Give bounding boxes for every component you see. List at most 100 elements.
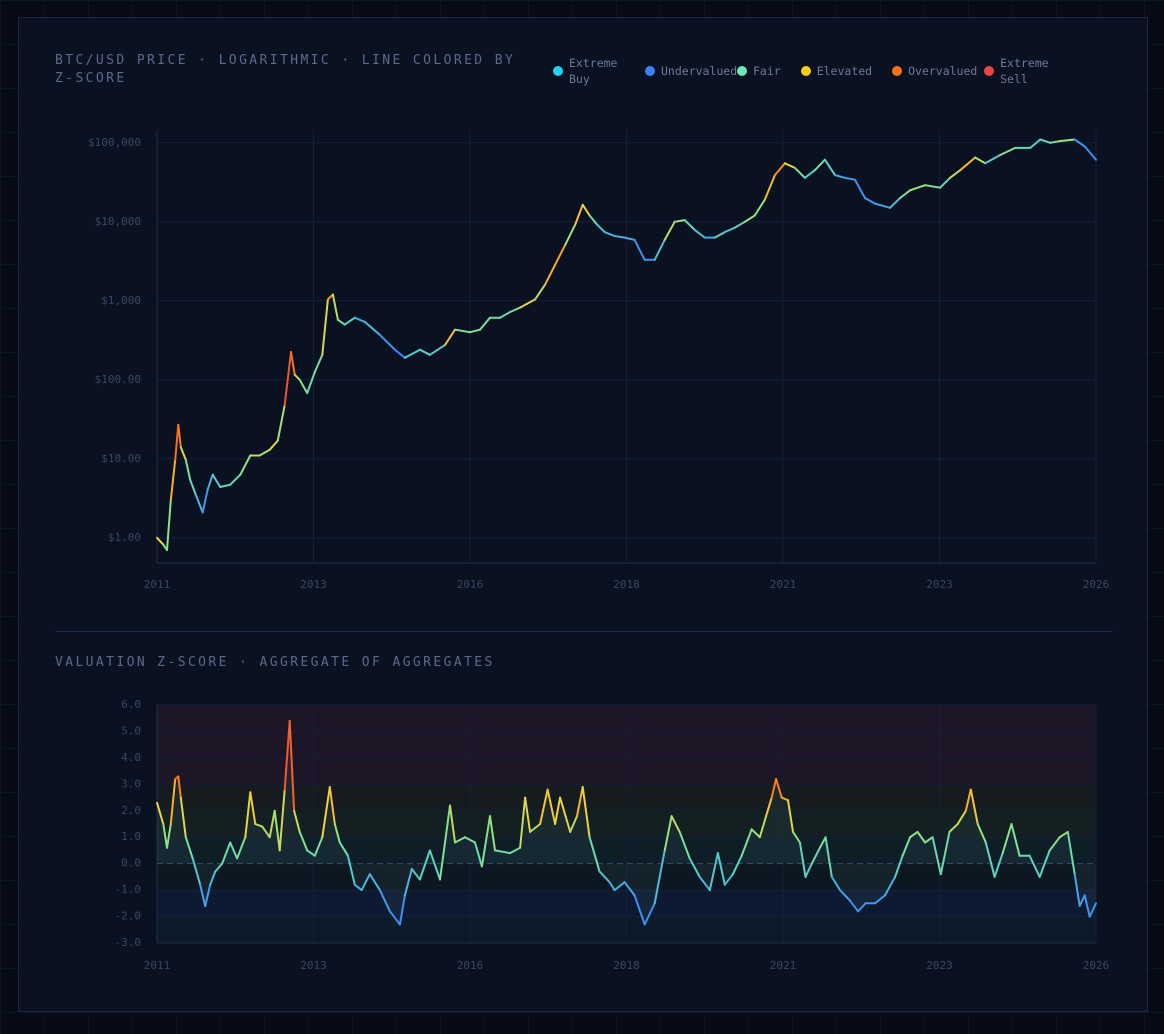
line-segment [209, 870, 217, 886]
line-segment [229, 473, 242, 486]
line-segment [469, 328, 481, 334]
x-tick-label: 2016 [457, 578, 484, 591]
legend-item: Overvalued [892, 63, 977, 79]
line-segment [1001, 823, 1013, 855]
line-segment [1028, 854, 1041, 878]
line-segment [283, 719, 291, 791]
line-segment [321, 786, 331, 839]
line-segment [346, 854, 356, 886]
line-segment [678, 830, 691, 860]
line-segment [444, 328, 456, 346]
line-segment [273, 809, 281, 852]
line-segment [509, 306, 522, 313]
line-segment [713, 231, 726, 239]
line-segment [810, 846, 821, 865]
legend-item: Undervalued [645, 63, 737, 79]
line-segment [1083, 894, 1091, 918]
line-segment [901, 836, 912, 857]
line-segment [479, 316, 491, 331]
line-segment [298, 830, 309, 852]
line-segment [916, 830, 927, 844]
line-segment [428, 344, 446, 356]
line-segment [221, 841, 232, 865]
line-segment [174, 423, 180, 461]
line-segment [464, 836, 476, 844]
line-segment [740, 828, 753, 857]
line-segment [770, 778, 778, 799]
y-tick-label: $100.00 [95, 373, 141, 386]
line-segment [894, 854, 904, 878]
line-segment [964, 788, 972, 812]
line-segment [201, 488, 209, 514]
line-segment [864, 197, 876, 205]
line-segment [331, 293, 339, 321]
line-segment [673, 219, 686, 223]
line-segment [731, 854, 743, 876]
line-segment [204, 883, 212, 907]
x-tick-label: 2026 [1083, 578, 1110, 591]
line-segment [1029, 138, 1042, 149]
line-segment [773, 162, 786, 177]
line-segment [166, 499, 172, 552]
y-tick-label: $10.00 [101, 452, 141, 465]
legend-swatch [984, 66, 995, 76]
x-tick-label: 2023 [926, 959, 953, 972]
legend-item: Elevated [800, 63, 872, 79]
line-segment [418, 348, 431, 356]
line-segment [1039, 138, 1052, 144]
line-segment [564, 223, 577, 246]
line-segment [834, 174, 846, 179]
line-segment [206, 473, 214, 491]
line-segment [670, 815, 681, 833]
line-segment [276, 404, 286, 442]
line-segment [787, 799, 794, 833]
y-tick-label: $100,000 [88, 136, 141, 149]
x-tick-label: 2013 [300, 959, 327, 972]
line-segment [1010, 823, 1021, 857]
divider [55, 631, 1113, 632]
line-segment [683, 219, 696, 231]
line-segment [1038, 849, 1051, 878]
line-segment [839, 889, 851, 902]
line-segment [939, 176, 952, 189]
line-segment [179, 446, 187, 461]
line-segment [393, 348, 406, 359]
line-segment [529, 823, 542, 833]
y-tick-label: -2.0 [115, 910, 142, 923]
line-segment [653, 238, 666, 261]
line-segment [166, 823, 172, 849]
legend-swatch [553, 66, 563, 76]
line-segment [792, 830, 801, 844]
line-segment [984, 841, 996, 878]
line-segment [924, 836, 934, 844]
line-segment [313, 836, 324, 857]
line-segment [854, 178, 866, 199]
legend-swatch [737, 66, 747, 76]
line-segment [177, 423, 182, 449]
line-segment [758, 815, 768, 839]
x-tick-label: 2023 [926, 578, 953, 591]
line-segment [1078, 894, 1086, 907]
y-tick-label: $10,000 [95, 215, 141, 228]
line-segment [156, 801, 165, 825]
line-segment [343, 316, 356, 326]
line-segment [824, 836, 833, 878]
line-segment [398, 894, 406, 926]
line-segment [480, 815, 491, 868]
line-segment [780, 796, 789, 802]
line-segment [378, 333, 396, 351]
x-tick-label: 2021 [770, 959, 797, 972]
line-segment [569, 815, 578, 833]
line-segment [268, 809, 276, 839]
line-segment [313, 353, 324, 374]
line-segment [321, 298, 329, 356]
line-segment [993, 852, 1004, 878]
legend-swatch [892, 66, 903, 76]
legend-label: Fair [753, 64, 781, 78]
line-segment [509, 846, 522, 855]
line-segment [804, 862, 813, 878]
line-segment [1083, 145, 1097, 161]
line-segment [214, 862, 224, 873]
line-segment [410, 868, 421, 881]
